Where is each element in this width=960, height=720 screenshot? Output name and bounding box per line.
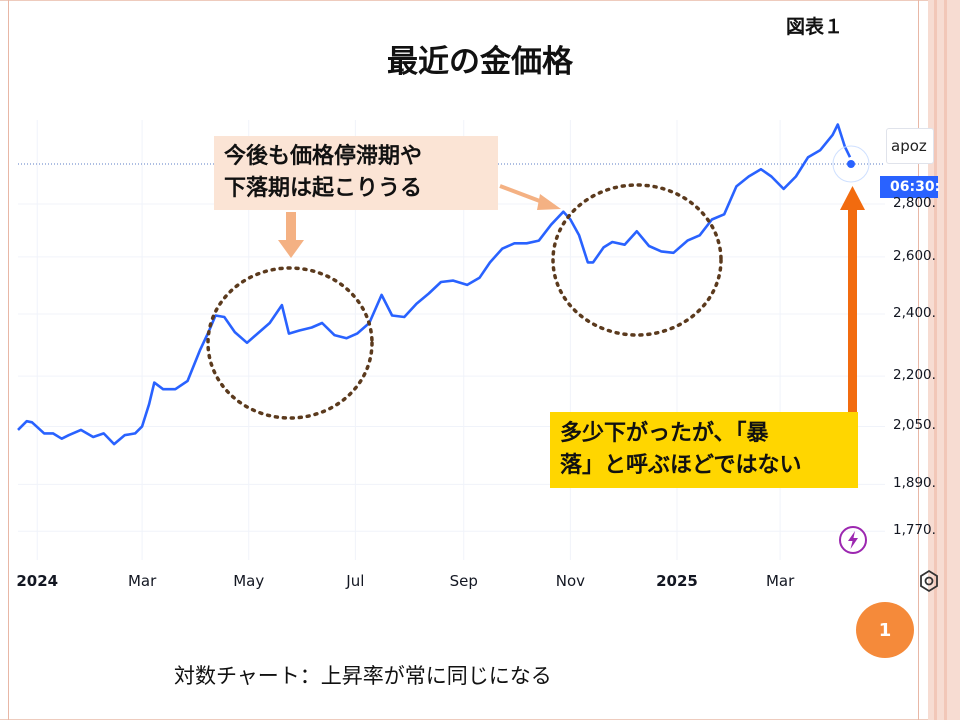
countdown-tag: 06:30: bbox=[880, 176, 940, 198]
x-tick-label: May bbox=[233, 572, 265, 590]
slide-frame-top bbox=[0, 0, 960, 1]
footnote: 対数チャート：上昇率が常に同じになる bbox=[174, 664, 552, 688]
y-tick-label: 1,770. bbox=[893, 522, 936, 539]
decline-circle bbox=[551, 183, 723, 337]
callout-not-crash: 多少下がったが、「暴 落」と呼ぶほどではない bbox=[550, 412, 858, 488]
callout-stagnation-line-2: 下落期は起こりうる bbox=[224, 176, 423, 201]
figure-label: 図表１ bbox=[786, 16, 844, 38]
slide-title: 最近の金価格 bbox=[387, 44, 573, 80]
ticker-tag[interactable]: apoz bbox=[886, 128, 934, 164]
flash-icon[interactable] bbox=[838, 525, 868, 555]
arrow-to-decline bbox=[499, 184, 561, 210]
callout-not-crash-line-1: 多少下がったが、「暴 bbox=[560, 421, 769, 446]
stagnation-circle bbox=[206, 266, 374, 420]
x-tick-label: 2024 bbox=[16, 572, 59, 590]
slide-frame-right-line bbox=[918, 0, 919, 720]
y-tick-label: 2,400. bbox=[893, 304, 936, 321]
last-price-dot bbox=[847, 160, 855, 168]
arrow-to-stagnation bbox=[278, 212, 304, 258]
page-number-badge: 1 bbox=[856, 602, 914, 658]
x-tick-label: 2025 bbox=[656, 572, 698, 590]
price-series-line bbox=[17, 123, 852, 446]
gear-icon[interactable] bbox=[917, 569, 941, 593]
slide-frame-right-stripe bbox=[934, 0, 937, 720]
callout-not-crash-line-2: 落」と呼ぶほどではない bbox=[560, 453, 802, 478]
x-tick-label: Mar bbox=[127, 572, 157, 590]
x-tick-label: Nov bbox=[555, 572, 585, 590]
y-tick-label: 2,600. bbox=[893, 247, 936, 264]
y-tick-label: 2,200. bbox=[893, 367, 936, 384]
x-tick-label: Mar bbox=[765, 572, 795, 590]
arrow-to-latest bbox=[840, 186, 865, 413]
y-tick-label: 2,050. bbox=[893, 417, 936, 434]
y-tick-label: 1,890. bbox=[893, 475, 936, 492]
callout-stagnation-line-1: 今後も価格停滞期や bbox=[224, 144, 423, 169]
slide-frame-left bbox=[0, 0, 9, 720]
slide-frame-right-stripe bbox=[944, 0, 947, 720]
last-price-halo bbox=[832, 145, 870, 183]
x-tick-label: Jul bbox=[346, 572, 365, 590]
y-tick-label: 2,800. bbox=[893, 195, 936, 212]
x-tick-label: Sep bbox=[449, 572, 478, 590]
callout-stagnation: 今後も価格停滞期や 下落期は起こりうる bbox=[214, 136, 498, 210]
